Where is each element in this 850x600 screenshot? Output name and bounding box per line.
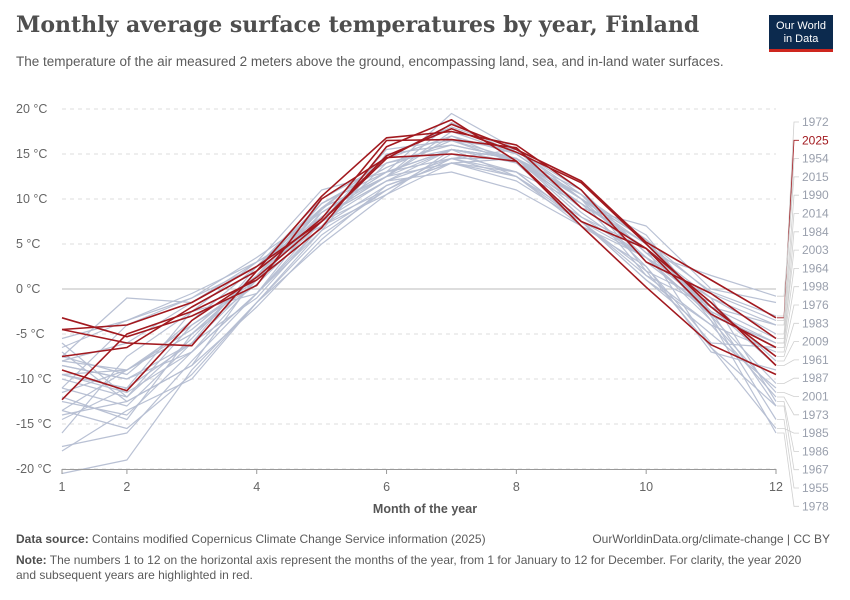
baseline-series-lines [61,112,777,475]
logo-line-2: in Data [783,32,819,45]
source-url-link[interactable]: OurWorldinData.org/climate-change | CC B… [592,532,830,546]
series-line [61,148,777,416]
series-line [61,162,777,416]
legend-connector [777,286,799,348]
note-text: The numbers 1 to 12 on the horizontal ax… [16,553,802,582]
legend-label: 2001 [802,390,829,404]
legend-label: 1978 [802,499,829,513]
y-tick-label: 0 °C [16,282,40,296]
legend-connector [777,396,799,416]
legend-connector [777,304,799,353]
series-line [61,148,777,380]
owid-logo[interactable]: Our World in Data [769,15,833,52]
legend-connector [777,432,799,507]
legend-connector [777,194,799,326]
y-tick-label: 10 °C [16,192,47,206]
series-line [61,126,777,394]
series-line [61,128,777,392]
legend-label: 2015 [802,170,829,184]
source-label: Data source: [16,532,89,546]
legend-connector [777,392,799,397]
legend-connector [777,428,799,434]
legend-label: 1986 [802,444,829,458]
legend-label: 2025 [802,133,829,147]
legend-label: 2009 [802,335,829,349]
y-tick-label: 15 °C [16,147,47,161]
series-line [61,144,777,421]
legend-connector [777,249,799,339]
legend-label: 1983 [802,316,829,330]
highlighted-series-lines [61,119,777,401]
chart-subtitle: The temperature of the air measured 2 me… [16,54,724,69]
legend-label: 1990 [802,188,829,202]
y-tick-label: -20 °C [16,462,52,476]
series-line [61,138,777,367]
legend-label: 1987 [802,371,829,385]
legend-label: 1984 [802,225,829,239]
note-label: Note: [16,553,47,567]
legend-connector [777,213,799,335]
series-line [61,130,777,347]
series-line [61,148,777,366]
legend-connector [777,377,799,384]
series-line [61,157,777,452]
x-tick-label: 2 [123,480,130,494]
series-line [61,157,777,448]
series-line [61,153,777,349]
legend-connector [777,359,799,366]
legend-connector [777,401,799,452]
logo-line-1: Our World [776,20,826,32]
series-line [61,119,777,401]
legend-label: 1967 [802,463,829,477]
series-line [61,171,777,398]
axes: 20 °C 15 °C 10 °C 5 °C 0 °C -5 °C -10 °C -15 °C… [16,102,783,516]
legend-label: 1998 [802,280,829,294]
series-line [61,123,777,331]
x-tick-label: 8 [513,480,520,494]
x-tick-label: 1 [59,480,66,494]
data-source: Data source: Contains modified Copernicu… [16,532,486,546]
y-tick-label: -10 °C [16,372,52,386]
y-tick-label: -5 °C [16,327,45,341]
legend-connector [777,341,799,362]
legend-label: 1961 [802,353,829,367]
series-line [61,153,777,475]
legend-label: 2014 [802,207,829,221]
series-line [61,162,777,407]
legend-connector [777,139,799,319]
legend-label: 1972 [802,115,829,129]
legend-connector [777,322,799,357]
y-tick-label: -15 °C [16,417,52,431]
legend-label: 1973 [802,408,829,422]
legend-connector [777,121,799,317]
legend-label: 1985 [802,426,829,440]
chart-note: Note: The numbers 1 to 12 on the horizon… [16,553,816,583]
source-text: Contains modified Copernicus Climate Cha… [92,532,486,546]
legend-label: 2003 [802,243,829,257]
legend-connector [777,419,799,489]
x-tick-label: 10 [639,480,653,494]
legend-label: 1954 [802,152,829,166]
series-line [61,139,777,376]
y-tick-label: 5 °C [16,237,40,251]
legend-connector [777,176,799,297]
chart-title: Monthly average surface temperatures by … [16,12,700,38]
legend-connector [777,268,799,344]
x-tick-label: 12 [769,480,783,494]
legend-connector [777,405,799,471]
x-tick-label: 4 [253,480,260,494]
legend-label: 1964 [802,261,829,275]
year-legend: 1972 2025 1954 2015 1990 2014 1984 2003 1964 1998… [777,115,829,513]
y-tick-label: 20 °C [16,102,47,116]
legend-label: 1955 [802,481,829,495]
x-tick-label: 6 [383,480,390,494]
x-axis-label: Month of the year [373,502,477,516]
legend-label: 1976 [802,298,829,312]
